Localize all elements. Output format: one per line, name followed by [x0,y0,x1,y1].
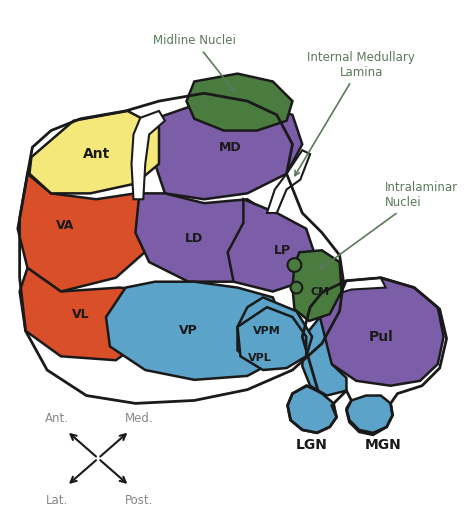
Polygon shape [237,307,306,370]
Text: LGN: LGN [296,438,328,451]
Polygon shape [288,386,337,433]
Polygon shape [106,281,287,380]
Text: VPL: VPL [248,353,272,363]
Text: VL: VL [72,307,89,321]
Text: VPM: VPM [253,326,281,336]
Polygon shape [186,74,292,131]
Text: Midline Nuclei: Midline Nuclei [153,34,236,91]
Polygon shape [267,150,310,213]
Text: Med.: Med. [125,412,154,425]
Text: LP: LP [274,244,291,257]
Text: MGN: MGN [365,438,401,451]
Text: VA: VA [55,219,74,232]
Polygon shape [342,278,386,293]
Text: Ant.: Ant. [45,412,69,425]
Polygon shape [136,193,277,281]
Text: MD: MD [219,141,242,154]
Text: Post.: Post. [125,494,154,507]
Text: Pul: Pul [368,330,393,344]
Polygon shape [149,101,302,199]
Polygon shape [29,111,159,193]
Text: Internal Medullary
Lamina: Internal Medullary Lamina [295,50,415,176]
Polygon shape [237,297,312,366]
Text: CM: CM [310,287,329,296]
Polygon shape [292,250,342,321]
Polygon shape [131,111,165,199]
Text: VP: VP [179,324,198,337]
Polygon shape [317,278,444,386]
Text: LD: LD [185,232,203,245]
Polygon shape [228,199,316,292]
Text: Intralaminar
Nuclei: Intralaminar Nuclei [320,181,458,269]
Polygon shape [18,174,159,292]
Circle shape [291,281,302,294]
Polygon shape [346,396,392,433]
Text: Ant: Ant [82,147,110,161]
Text: Lat.: Lat. [46,494,68,507]
Circle shape [288,258,301,272]
Polygon shape [19,268,155,360]
Polygon shape [302,317,346,396]
